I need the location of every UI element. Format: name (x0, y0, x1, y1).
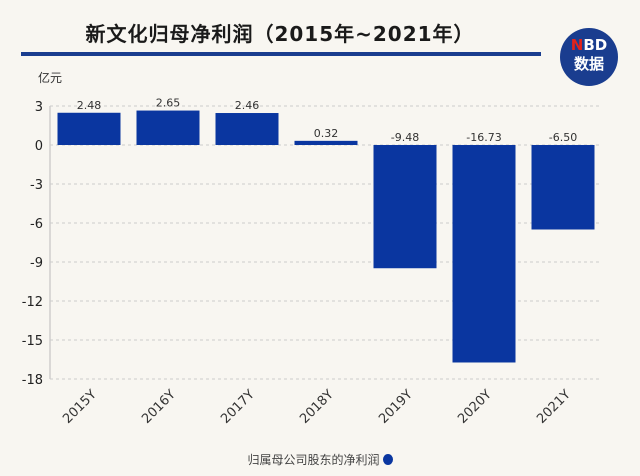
y-tick-label: -18 (22, 373, 43, 388)
bar-2015Y (57, 112, 121, 145)
data-label: 0.32 (314, 127, 339, 140)
data-label: -6.50 (549, 131, 577, 144)
y-tick-label: -15 (22, 334, 43, 349)
legend-label: 归属母公司股东的净利润 (247, 453, 380, 467)
logo-n: N (570, 36, 584, 54)
x-tick-label: 2016Y (139, 387, 179, 427)
data-label: -9.48 (391, 131, 419, 144)
y-tick-label: 3 (35, 100, 43, 115)
y-tick-label: 0 (35, 139, 43, 154)
title-underline (21, 52, 541, 56)
y-tick-label: -9 (30, 256, 43, 271)
data-label: 2.48 (77, 99, 102, 112)
y-axis-unit: 亿元 (38, 70, 62, 85)
x-tick-label: 2015Y (60, 387, 100, 427)
x-tick-label: 2021Y (534, 387, 574, 427)
bar-2021Y (531, 145, 595, 230)
bar-2020Y (452, 145, 516, 363)
x-tick-label: 2019Y (376, 387, 416, 427)
logo-bd: BD (583, 36, 608, 54)
bar-2016Y (136, 110, 200, 145)
chart-title: 新文化归母净利润（2015年~2021年） (85, 22, 475, 46)
nbd-logo: NBD 数据 (560, 28, 618, 86)
y-tick-label: -6 (30, 217, 43, 232)
bar-2019Y (373, 145, 437, 269)
data-label: 2.65 (156, 97, 181, 110)
legend: 归属母公司股东的净利润 (0, 451, 640, 468)
y-tick-label: -3 (30, 178, 43, 193)
y-tick-label: -12 (22, 295, 43, 310)
bar-2018Y (294, 140, 358, 145)
logo-line2: 数据 (573, 55, 604, 73)
x-tick-label: 2020Y (455, 387, 495, 427)
legend-marker (382, 454, 393, 465)
data-label: -16.73 (466, 131, 501, 144)
data-label: 2.46 (235, 99, 260, 112)
x-tick-label: 2017Y (218, 387, 258, 427)
x-tick-label: 2018Y (297, 387, 337, 427)
bar-2017Y (215, 113, 279, 145)
